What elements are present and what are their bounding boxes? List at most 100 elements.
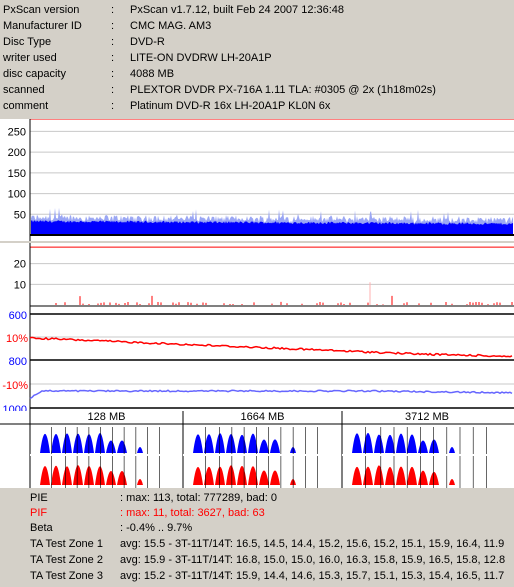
ta-land-peak [270,439,280,453]
info-colon: : [111,20,115,32]
info-colon: : [111,68,115,80]
pie-tick-label: 200 [8,147,26,159]
ta-land-peak [226,434,236,453]
ta-pit-peak [429,471,439,485]
pie-tick-label: 100 [8,189,26,201]
ta-land-peak [73,433,83,453]
ta-pit-peak [385,466,395,485]
ta-land-peak [385,434,395,453]
info-value: PLEXTOR DVDR PX-716A 1.11 TLA: #0305 @ 2… [130,84,436,96]
zone-label-3: 3712 MB [404,411,450,423]
zone-label-2: 1664 MB [240,411,285,423]
ta-land-peak [137,447,143,453]
ta-pit-peak [137,479,143,485]
info-value: CMC MAG. AM3 [130,20,212,32]
ta-land-peak [449,447,455,453]
zone-label-1: 128 MB [87,411,126,423]
ta-land-peak [193,434,203,453]
info-key: comment [3,100,49,112]
ta-pit-peak [106,470,116,485]
ta-land-peak [215,433,225,453]
ta-land-peak [396,433,406,453]
ta-pit-peak [193,466,203,485]
info-value: DVD-R [130,36,165,48]
ta-zones-chart [0,411,514,488]
stat-beta-value: : -0.4% .. 9.7% [120,522,193,534]
ta-pit-peak [396,466,406,485]
pie-series-area [31,220,513,235]
pie-tick-label: 50 [14,209,26,221]
ta-pit-peak [418,470,428,485]
pie-tick-label: 250 [8,126,26,138]
info-key: scanned [3,84,45,96]
stat-ta-1-label: TA Test Zone 1 [30,538,103,550]
info-key: writer used [3,52,57,64]
info-value: Platinum DVD-R 16x LH-20A1P KL0N 6x [130,100,331,112]
ta-land-peak [117,440,127,453]
stat-ta-3-label: TA Test Zone 3 [30,570,103,582]
ta-pit-peak [62,466,72,485]
ta-pit-peak [407,466,417,485]
stat-pif-label: PIF [30,507,48,519]
stat-ta-2-label: TA Test Zone 2 [30,554,103,566]
stat-ta-3-value: avg: 15.2 - 3T-11T/14T: 15.9, 14.4, 14.6… [120,570,505,582]
ta-pit-peak [215,466,225,485]
beta-series-line [29,336,513,358]
ta-land-peak [407,434,417,453]
ta-pit-peak [248,466,258,485]
info-colon: : [111,100,115,112]
ta-pit-peak [117,470,127,485]
ta-pit-peak [40,466,50,485]
pie-chart: 250 200 150 100 50 [8,119,514,241]
info-value: PxScan v1.7.12, built Feb 24 2007 12:36:… [130,4,345,16]
ta-pit-peak [226,465,236,485]
pif-tick-label: 20 [14,259,26,271]
ta-land-peak [237,434,247,453]
ta-pit-peak [204,466,214,485]
ta-land-peak [374,434,384,453]
ta-land-peak [204,434,214,453]
jitter-tick-label: 800 [9,356,27,368]
info-key: PxScan version [3,4,80,16]
ta-land-peak [95,433,105,453]
ta-pit-peak [374,465,384,485]
info-value: LITE-ON DVDRW LH-20A1P [130,52,272,64]
info-value: 4088 MB [130,68,175,80]
info-colon: : [111,36,115,48]
ta-zones-panel [0,411,514,488]
jitter-tick-label: 600 [9,310,27,322]
beta-bottom-label: -10% [2,380,28,392]
ta-pit-peak [237,466,247,485]
stat-pif-value: : max: 11, total: 3627, bad: 63 [120,507,265,519]
jitter-tick-label: 1000 [3,404,27,411]
stat-pie-label: PIE [30,492,48,504]
ta-land-peak [248,433,258,453]
info-colon: : [111,4,115,16]
info-colon: : [111,84,115,96]
ta-land-peak [418,440,428,453]
stat-beta-label: Beta [30,522,53,534]
ta-pit-peak [270,470,280,485]
pif-tick-label: 10 [14,279,26,291]
stat-ta-1-value: avg: 15.5 - 3T-11T/14T: 16.5, 14.5, 14.4… [120,538,505,550]
info-colon: : [111,52,115,64]
ta-land-peak [429,439,439,453]
ta-land-peak [106,440,116,453]
stat-ta-2-value: avg: 15.9 - 3T-11T/14T: 16.8, 15.0, 15.0… [120,554,506,566]
ta-pit-peak [352,466,362,485]
ta-land-peak [62,433,72,453]
beta-top-label: 10% [6,333,28,345]
ta-land-peak [40,433,50,453]
ta-pit-peak [95,466,105,485]
info-key: disc capacity [3,68,66,80]
pif-chart-panel: 20 10 [0,243,514,308]
pie-tick-label: 150 [8,168,26,180]
ta-pit-peak [259,470,269,485]
ta-land-peak [352,433,362,453]
beta-jitter-chart: 600 800 1000 10% -10% [2,308,514,411]
info-key: Manufacturer ID [3,20,82,32]
ta-pit-peak [73,465,83,485]
info-key: Disc Type [3,36,52,48]
ta-pit-peak [363,466,373,485]
